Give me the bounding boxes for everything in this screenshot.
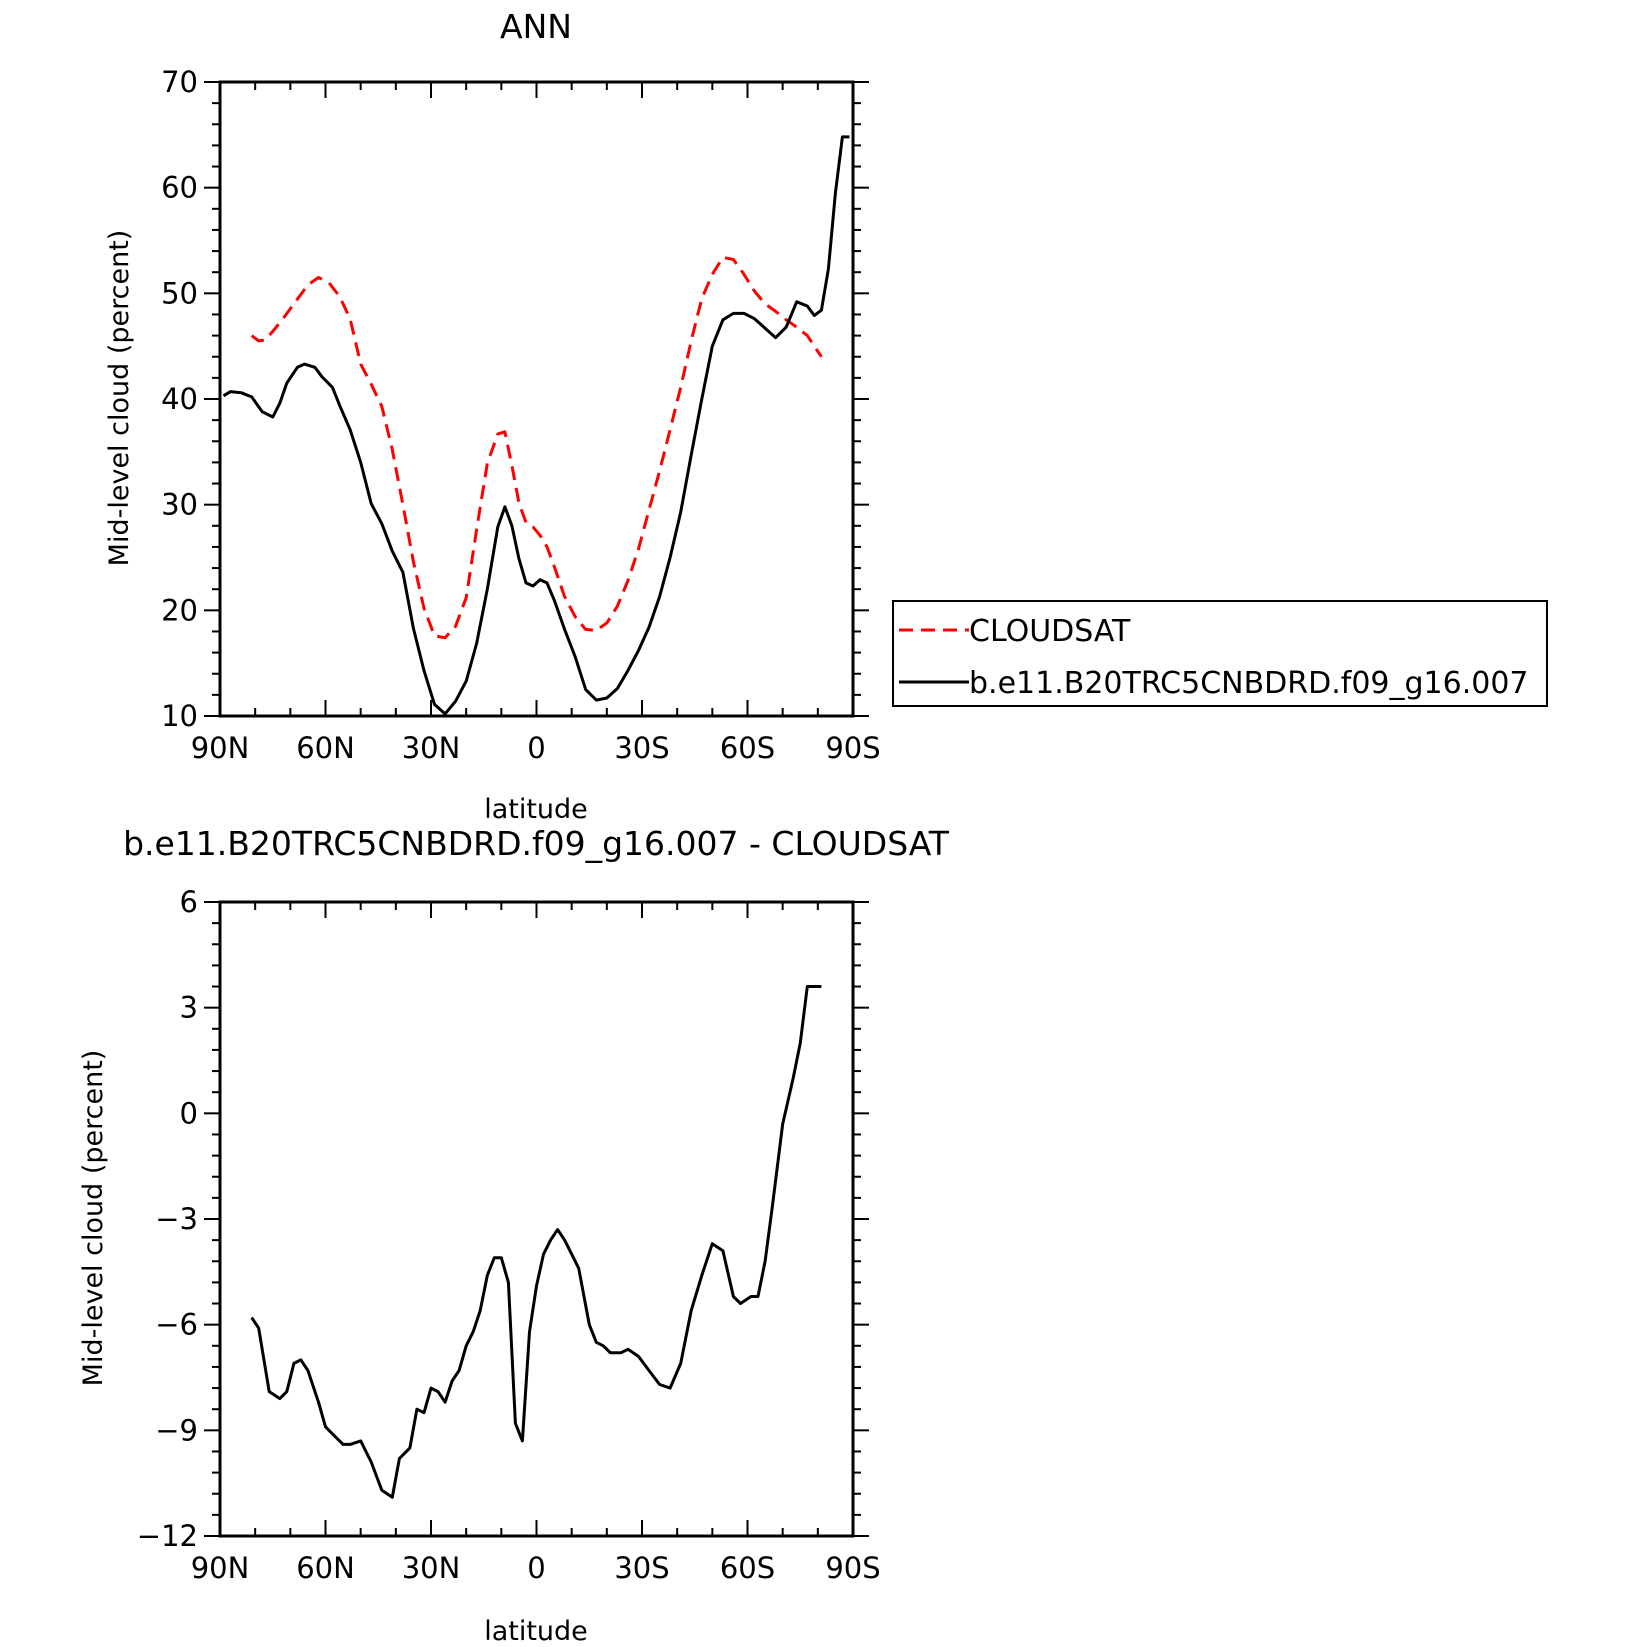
top-x-tick-label: 60S [720, 731, 775, 765]
bottom-x-tick-label: 90S [825, 1551, 880, 1585]
bottom-y-tick-label: 0 [180, 1096, 198, 1130]
bottom-x-tick-label: 0 [527, 1551, 545, 1585]
top-x-axis-label: latitude [484, 794, 588, 825]
top-x-tick-label: 0 [527, 731, 545, 765]
top-y-tick-label: 60 [161, 171, 198, 205]
top-plot-frame [218, 80, 855, 718]
bottom-x-tick-label: 30S [614, 1551, 669, 1585]
bottom-x-tick-label: 60S [720, 1551, 775, 1585]
bottom-y-tick-label: 6 [180, 885, 198, 919]
bottom-y-tick-label: −6 [155, 1308, 198, 1342]
bottom-x-tick-label: 60N [296, 1551, 355, 1585]
top-y-tick-label: 50 [161, 276, 198, 310]
top-y-tick-label: 20 [161, 593, 198, 627]
legend: CLOUDSAT b.e11.B20TRC5CNBDRD.f09_g16.007 [892, 600, 1548, 707]
bottom-x-tick-label: 90N [191, 1551, 250, 1585]
bottom-plot-frame [218, 900, 855, 1538]
bottom-chart-title: b.e11.B20TRC5CNBDRD.f09_g16.007 - CLOUDS… [123, 824, 950, 863]
legend-label-model: b.e11.B20TRC5CNBDRD.f09_g16.007 [969, 666, 1529, 701]
top-panel: ANN latitude Mid-level cloud (percent) 9… [104, 7, 881, 825]
top-series [222, 135, 850, 716]
bottom-y-axis-label: Mid-level cloud (percent) [78, 1050, 109, 1387]
bottom-x-tick-label: 30N [402, 1551, 461, 1585]
top-y-axis-label: Mid-level cloud (percent) [104, 230, 135, 567]
bottom-series [250, 985, 822, 1499]
bottom-y-tick-label: −12 [137, 1519, 198, 1553]
top-y-tick-label: 70 [161, 65, 198, 99]
top-y-tick-label: 30 [161, 488, 198, 522]
bottom-panel: b.e11.B20TRC5CNBDRD.f09_g16.007 - CLOUDS… [78, 824, 950, 1647]
bottom-y-tick-label: −9 [155, 1413, 198, 1447]
bottom-y-tick-label: 3 [180, 991, 198, 1025]
top-y-tick-label: 10 [161, 699, 198, 733]
top-x-tick-label: 60N [296, 731, 355, 765]
top-chart-title: ANN [500, 7, 572, 46]
top-x-tick-label: 30S [614, 731, 669, 765]
top-series-line-model [222, 135, 850, 716]
top-y-tick-label: 40 [161, 382, 198, 416]
top-x-tick-label: 90N [191, 731, 250, 765]
legend-label-cloudsat: CLOUDSAT [969, 614, 1131, 649]
bottom-series-line-model [250, 985, 822, 1499]
top-x-tick-label: 30N [402, 731, 461, 765]
bottom-x-axis-label: latitude [484, 1616, 588, 1647]
legend-box [892, 600, 1548, 707]
top-x-tick-label: 90S [825, 731, 880, 765]
top-series-line-cloudsat [250, 255, 823, 640]
bottom-y-tick-label: −3 [155, 1202, 198, 1236]
